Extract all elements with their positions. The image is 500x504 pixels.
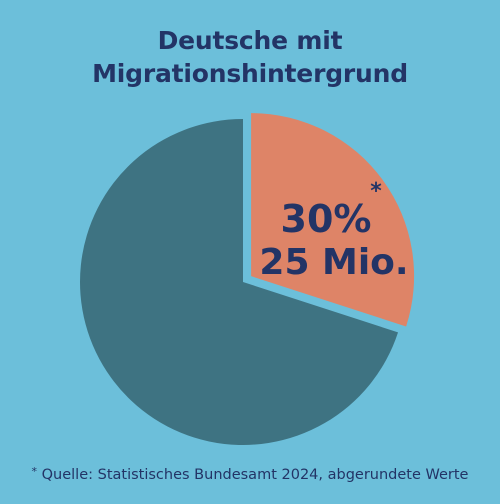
footnote-text: Quelle: Statistisches Bundesamt 2024, ab… — [37, 467, 469, 483]
pie-slice-majority — [80, 119, 399, 445]
highlight-slice-label: 30% * 25 Mio. — [259, 179, 408, 283]
chart-title-line-2: Migrationshintergrund — [92, 59, 408, 88]
source-footnote: * Quelle: Statistisches Bundesamt 2024, … — [0, 462, 500, 485]
footnote-marker: * — [31, 465, 38, 478]
chart-title: Deutsche mit Migrationshintergrund — [0, 24, 500, 90]
pie-slice-highlight — [251, 113, 415, 327]
chart-title-line-1: Deutsche mit — [157, 26, 343, 55]
highlight-count-label: 25 Mio. — [259, 242, 408, 283]
pie-slices — [80, 113, 415, 445]
highlight-percent-label: 30% — [281, 197, 372, 241]
highlight-asterisk: * — [370, 179, 382, 204]
